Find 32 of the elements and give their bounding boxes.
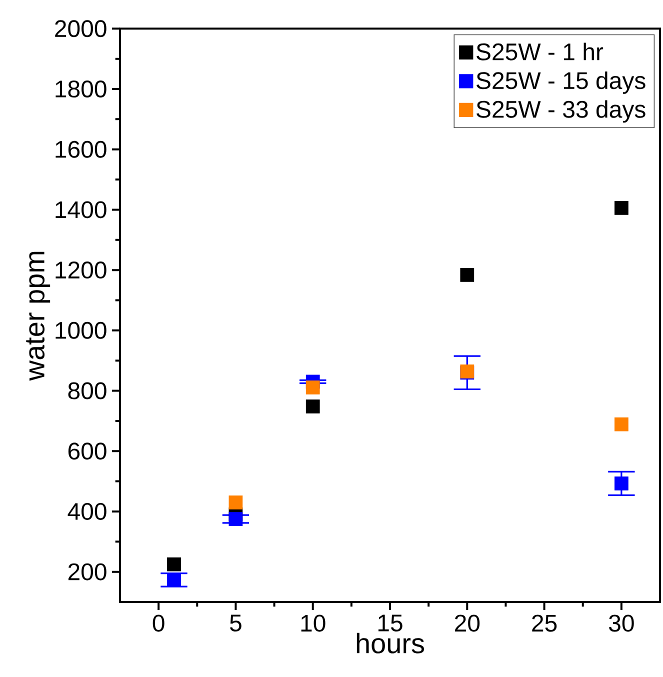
point	[228, 512, 243, 526]
x-tick-label: 10	[301, 614, 326, 632]
x-tick-label: 20	[455, 614, 480, 632]
y-tick-label: 800	[68, 382, 106, 400]
x-tick-label: 5	[230, 614, 242, 632]
y-tick-label: 1000	[56, 322, 106, 339]
legend-label: S25W - 33 days	[476, 100, 646, 123]
legend-label: S25W - 15 days	[476, 72, 646, 94]
x-axis-title: hours	[356, 632, 424, 654]
point	[167, 557, 181, 572]
y-tick-label: 1200	[56, 262, 106, 279]
y-tick-label: 400	[68, 502, 106, 520]
legend-label: S25W - 1 hr	[476, 42, 604, 60]
x-tick-label: 15	[378, 614, 402, 632]
y-tick-label: 1600	[56, 140, 106, 158]
x-tick-label: 0	[152, 614, 164, 632]
point	[306, 380, 320, 394]
point	[306, 400, 320, 414]
point	[167, 573, 181, 587]
y-tick-label: 200	[68, 563, 106, 580]
x-tick-label: 30	[609, 614, 634, 632]
x-tick-label: 25	[532, 614, 557, 632]
point	[460, 268, 474, 282]
point	[228, 495, 243, 510]
y-tick-label: 2000	[55, 20, 106, 38]
point	[614, 476, 628, 490]
y-tick-label: 1400	[56, 201, 106, 218]
point	[614, 200, 628, 215]
y-tick-label: 1800	[56, 80, 106, 98]
point	[614, 417, 628, 432]
y-axis-title: water ppm	[26, 252, 50, 381]
y-tick-label: 600	[68, 442, 106, 460]
